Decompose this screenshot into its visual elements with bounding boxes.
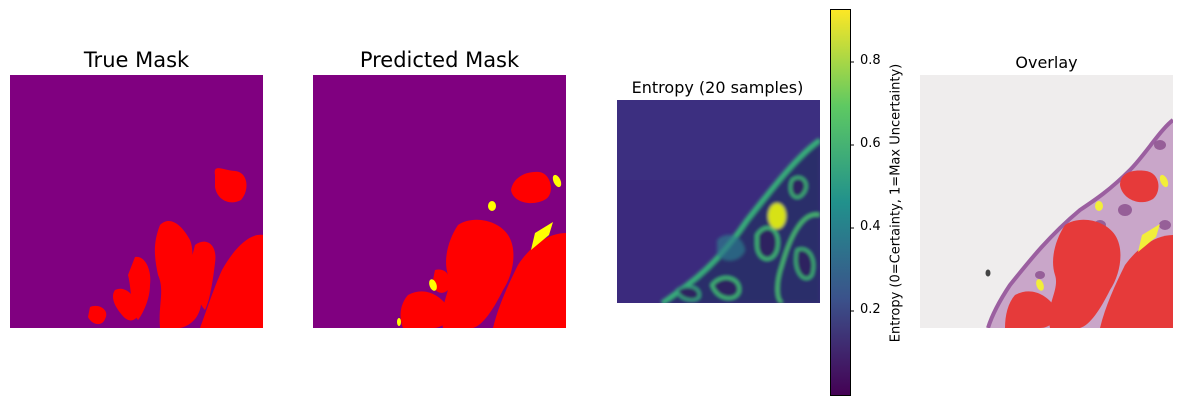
colorbar-tick-label: 0.2 [860,302,881,317]
colorbar-tick-label: 0.6 [860,136,881,151]
entropy-colorbar [830,9,854,396]
overlay-title: Overlay [1015,53,1078,72]
true-mask-image [10,75,263,328]
predicted-mask-image [313,75,566,328]
colorbar-tick-label: 0.8 [860,53,881,68]
entropy-title: Entropy (20 samples) [631,78,804,97]
colorbar-tick-label: 0.4 [860,219,881,234]
predicted-mask-title: Predicted Mask [359,48,520,72]
entropy-heatmap-image [617,100,820,303]
overlay-image [920,75,1173,328]
true-mask-title: True Mask [83,48,190,72]
colorbar-axis-label: Entropy (0=Certainty, 1=Max Uncertainty) [888,63,904,343]
